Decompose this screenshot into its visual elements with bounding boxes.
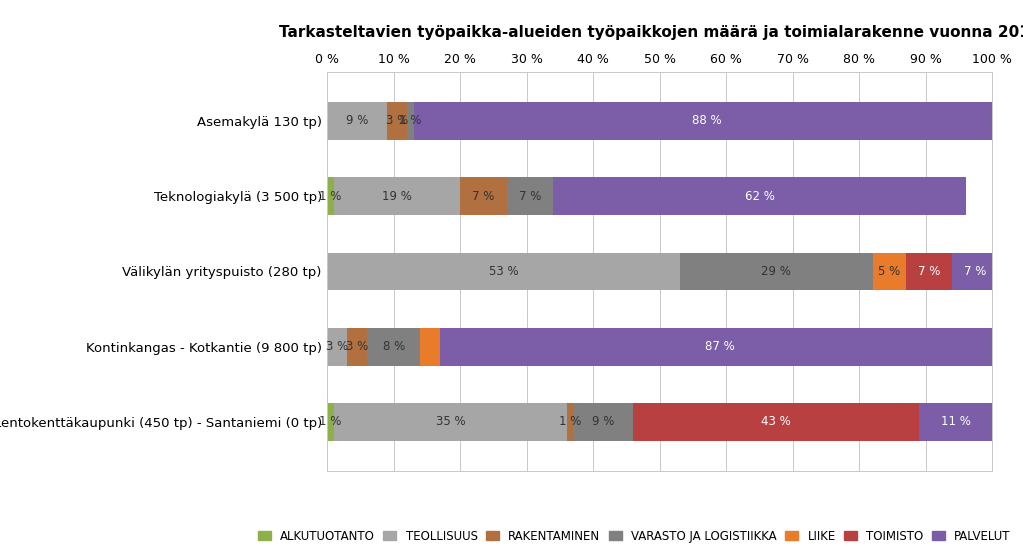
- Text: 3 %: 3 %: [386, 115, 408, 127]
- Title: Tarkasteltavien työpaikka-alueiden työpaikkojen määrä ja toimialarakenne vuonna : Tarkasteltavien työpaikka-alueiden työpa…: [279, 25, 1023, 40]
- Bar: [906, 253, 952, 290]
- Bar: [387, 102, 407, 140]
- Text: 7 %: 7 %: [965, 265, 987, 278]
- Text: 7 %: 7 %: [918, 265, 940, 278]
- Text: 7 %: 7 %: [473, 189, 495, 203]
- Text: 19 %: 19 %: [383, 189, 412, 203]
- Bar: [440, 328, 998, 366]
- Bar: [573, 403, 633, 441]
- Text: 87 %: 87 %: [705, 340, 735, 353]
- Bar: [333, 177, 460, 215]
- Text: 53 %: 53 %: [489, 265, 519, 278]
- Text: 9 %: 9 %: [592, 416, 615, 428]
- Bar: [919, 403, 992, 441]
- Text: 1 %: 1 %: [559, 416, 581, 428]
- Text: 3 %: 3 %: [326, 340, 349, 353]
- Bar: [633, 403, 920, 441]
- Bar: [460, 177, 507, 215]
- Bar: [348, 328, 367, 366]
- Bar: [333, 403, 567, 441]
- Text: 88 %: 88 %: [692, 115, 721, 127]
- Legend: ALKUTUOTANTO, TEOLLISUUS, RAKENTAMINEN, VARASTO JA LOGISTIIKKA, LIIKE, TOIMISTO,: ALKUTUOTANTO, TEOLLISUUS, RAKENTAMINEN, …: [258, 530, 1011, 542]
- Text: 5 %: 5 %: [878, 265, 900, 278]
- Bar: [407, 102, 413, 140]
- Bar: [327, 328, 348, 366]
- Bar: [327, 403, 333, 441]
- Text: 7 %: 7 %: [519, 189, 541, 203]
- Bar: [952, 253, 998, 290]
- Bar: [679, 253, 873, 290]
- Text: 9 %: 9 %: [346, 115, 368, 127]
- Bar: [327, 177, 333, 215]
- Bar: [553, 177, 966, 215]
- Bar: [873, 253, 906, 290]
- Bar: [327, 253, 679, 290]
- Bar: [367, 328, 420, 366]
- Text: 1 %: 1 %: [319, 189, 342, 203]
- Text: 43 %: 43 %: [761, 416, 791, 428]
- Text: 62 %: 62 %: [745, 189, 774, 203]
- Bar: [507, 177, 553, 215]
- Text: 1 %: 1 %: [319, 416, 342, 428]
- Text: 29 %: 29 %: [761, 265, 791, 278]
- Text: 11 %: 11 %: [941, 416, 971, 428]
- Text: 35 %: 35 %: [436, 416, 465, 428]
- Text: 8 %: 8 %: [383, 340, 405, 353]
- Bar: [413, 102, 998, 140]
- Text: 3 %: 3 %: [346, 340, 368, 353]
- Text: 1 %: 1 %: [399, 115, 421, 127]
- Bar: [567, 403, 573, 441]
- Bar: [327, 102, 387, 140]
- Bar: [420, 328, 440, 366]
